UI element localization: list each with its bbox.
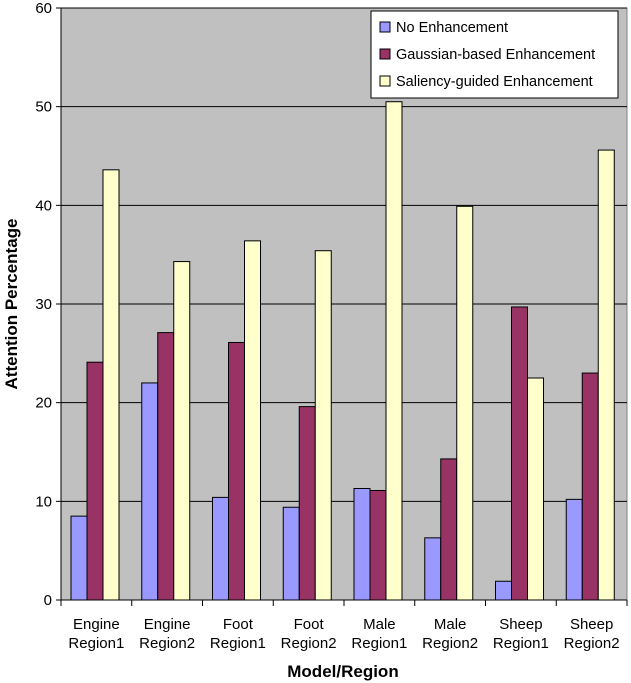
legend-label: Saliency-guided Enhancement [396, 74, 593, 90]
bar [228, 341, 245, 601]
x-tick-labels: Engine Region1 Engine Region2 Foot Region1 Foo… [68, 616, 619, 652]
x-tick-label: Region2 [139, 635, 195, 652]
y-tick-label: 40 [35, 197, 52, 214]
x-tick-label: Region1 [68, 635, 124, 652]
bar [456, 205, 474, 601]
bar [173, 261, 191, 601]
legend: No Enhancement Gaussian-based Enhancement… [370, 10, 619, 99]
y-tick-label: 30 [35, 296, 52, 313]
bar [282, 506, 300, 601]
legend-box [370, 10, 619, 99]
bar [581, 372, 599, 601]
bar [385, 101, 403, 601]
x-tick-label: Engine [73, 616, 120, 633]
legend-label: Gaussian-based Enhancement [396, 47, 595, 63]
bar [495, 580, 512, 601]
x-tick-label: Engine [144, 616, 191, 633]
y-tick-labels: 0 10 20 30 40 50 60 [35, 0, 52, 609]
legend-label: No Enhancement [396, 20, 508, 36]
x-tick-label: Male [363, 616, 396, 633]
y-tick-label: 50 [35, 99, 52, 116]
y-tick-label: 60 [35, 0, 52, 17]
bar [527, 377, 544, 601]
y-tick-label: 20 [35, 395, 52, 412]
axes [56, 7, 628, 606]
bar [424, 537, 442, 601]
bar [565, 498, 583, 601]
bar [70, 515, 88, 601]
y-tick-label: 0 [44, 592, 52, 609]
x-tick-label: Region2 [281, 635, 337, 652]
bar [244, 240, 261, 601]
bar [298, 406, 316, 601]
x-tick-label: Foot [294, 616, 325, 633]
bar [597, 149, 615, 601]
x-tick-label: Region1 [210, 635, 266, 652]
x-tick-label: Sheep [570, 616, 613, 633]
bar [511, 306, 528, 601]
bar [86, 361, 104, 601]
legend-swatch [379, 75, 391, 87]
x-tick-label: Region2 [564, 635, 620, 652]
bar [369, 489, 387, 601]
bar [157, 332, 175, 601]
bars [70, 101, 615, 601]
y-axis-title: Attention Percentage [2, 219, 21, 390]
legend-swatch [379, 21, 391, 33]
x-axis-title: Model/Region [287, 662, 398, 681]
bar [353, 488, 371, 601]
y-tick-label: 10 [35, 493, 52, 510]
x-tick-label: Region1 [351, 635, 407, 652]
x-tick-label: Male [434, 616, 467, 633]
x-tick-label: Foot [223, 616, 254, 633]
x-tick-label: Region2 [422, 635, 478, 652]
x-tick-label: Region1 [493, 635, 549, 652]
bar [440, 458, 458, 601]
bar [102, 169, 120, 601]
x-tick-label: Sheep [499, 616, 542, 633]
bar [141, 382, 159, 601]
bar [212, 496, 229, 601]
bar [314, 250, 332, 601]
legend-swatch [379, 48, 391, 60]
